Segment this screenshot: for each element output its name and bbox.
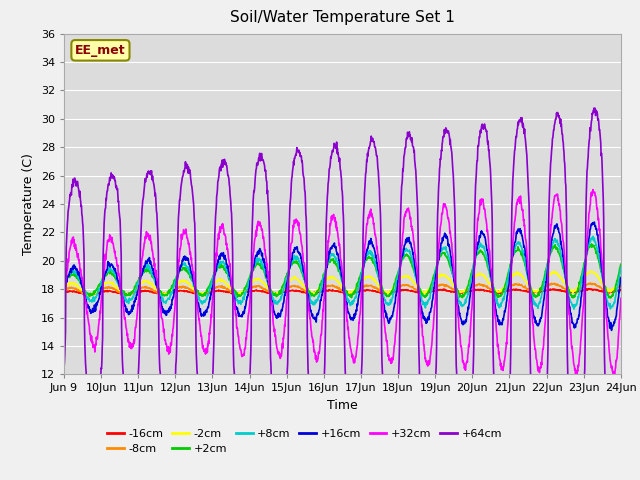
Title: Soil/Water Temperature Set 1: Soil/Water Temperature Set 1 [230,11,455,25]
Y-axis label: Temperature (C): Temperature (C) [22,153,35,255]
Text: EE_met: EE_met [75,44,126,57]
Legend: -16cm, -8cm, -2cm, +2cm, +8cm, +16cm, +32cm, +64cm: -16cm, -8cm, -2cm, +2cm, +8cm, +16cm, +3… [103,424,506,459]
X-axis label: Time: Time [327,399,358,412]
